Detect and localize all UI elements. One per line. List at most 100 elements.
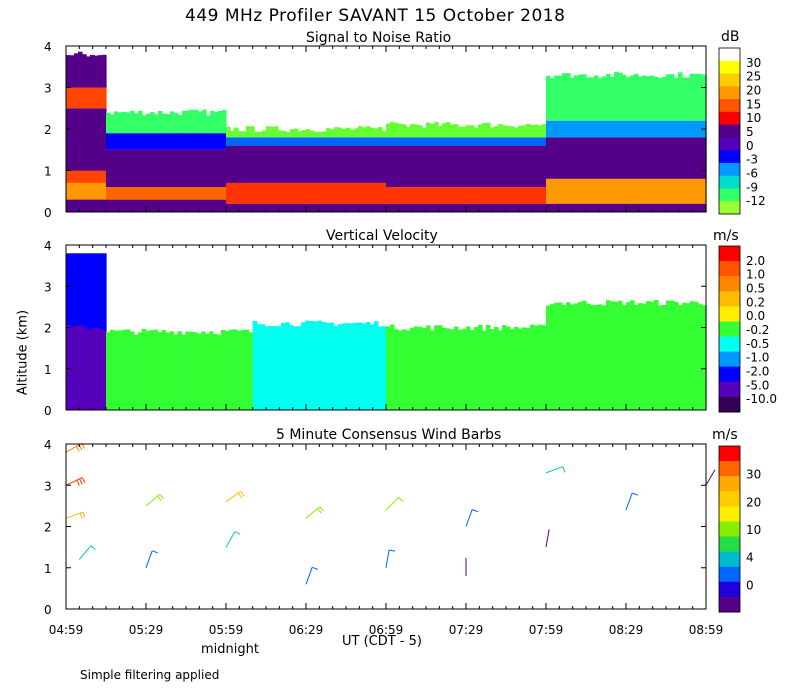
heatmap-cell	[642, 178, 647, 204]
heatmap-cell	[470, 137, 475, 146]
heatmap-cell	[574, 120, 579, 138]
heatmap-cell	[146, 149, 151, 188]
colorbar-swatch	[719, 73, 740, 87]
heatmap-cell	[470, 145, 475, 188]
heatmap-cell	[118, 149, 123, 188]
colorbar-swatch	[719, 461, 740, 477]
heatmap-cell	[276, 326, 282, 410]
heatmap-cell	[98, 87, 103, 109]
heatmap-cell	[674, 178, 679, 204]
colorbar-label: -12	[746, 194, 766, 208]
heatmap-cell	[414, 187, 419, 204]
heatmap-cell	[518, 125, 523, 138]
heatmap-cell	[185, 331, 190, 410]
heatmap-cell	[606, 178, 611, 204]
heatmap-cell	[586, 203, 591, 212]
wind-barb-flag	[79, 512, 83, 519]
heatmap-cell	[149, 330, 155, 410]
heatmap-cell	[418, 137, 423, 146]
heatmap-cell	[426, 203, 431, 212]
heatmap-cell	[322, 145, 327, 183]
y-tick-label: 4	[44, 438, 52, 452]
y-tick-label: 2	[44, 322, 52, 336]
heatmap-cell	[118, 199, 123, 212]
heatmap-cell	[626, 203, 631, 212]
heatmap-cell	[86, 199, 91, 212]
heatmap-cell	[574, 75, 579, 121]
heatmap-cell	[82, 87, 87, 109]
heatmap-cell	[329, 322, 334, 410]
heatmap-cell	[102, 87, 107, 109]
x-tick-label: 07:29	[449, 623, 484, 637]
heatmap-cell	[194, 149, 199, 188]
heatmap-cell	[250, 203, 255, 212]
heatmap-cell	[322, 203, 327, 212]
heatmap-cell	[598, 304, 603, 410]
heatmap-cell	[650, 137, 655, 179]
colorbar-label: 10	[746, 523, 761, 537]
y-tick-label: 3	[44, 479, 52, 493]
heatmap-cell	[154, 149, 159, 188]
heatmap-cell	[622, 305, 627, 410]
heatmap-cell	[178, 133, 183, 150]
colorbar-label: 0.0	[746, 309, 765, 323]
heatmap-cell	[274, 137, 279, 146]
heatmap-cell	[357, 322, 363, 410]
heatmap-cell	[658, 178, 663, 204]
heatmap-cell	[674, 137, 679, 179]
heatmap-cell	[210, 187, 215, 200]
heatmap-cell	[494, 126, 499, 138]
heatmap-cell	[582, 300, 587, 410]
heatmap-cell	[322, 131, 327, 138]
heatmap-cell	[654, 178, 659, 204]
heatmap-cell	[78, 51, 83, 88]
heatmap-cell	[198, 187, 203, 200]
heatmap-cell	[217, 334, 222, 410]
heatmap-cell	[326, 145, 331, 183]
x-tick-label: 06:59	[369, 623, 404, 637]
heatmap-cell	[534, 145, 539, 188]
panel1-title: Signal to Noise Ratio	[306, 30, 452, 46]
heatmap-cell	[262, 137, 267, 146]
heatmap-cell	[361, 323, 367, 410]
heatmap-cell	[102, 170, 107, 183]
heatmap-cell	[570, 304, 575, 410]
heatmap-cell	[566, 137, 571, 179]
heatmap-cell	[166, 133, 171, 150]
heatmap-cell	[258, 131, 263, 138]
heatmap-cell	[570, 77, 575, 121]
heatmap-cell	[550, 178, 555, 204]
heatmap-cell	[74, 53, 79, 88]
heatmap-cell	[166, 114, 171, 134]
colorbar-label: 0.5	[746, 282, 765, 296]
colorbar-swatch	[719, 306, 740, 322]
heatmap-cell	[574, 203, 579, 212]
heatmap-cell	[542, 325, 547, 410]
heatmap-cell	[318, 145, 323, 183]
heatmap-cell	[294, 128, 299, 138]
heatmap-cell	[570, 203, 575, 212]
heatmap-cell	[310, 182, 315, 204]
heatmap-cell	[502, 137, 507, 146]
heatmap-cell	[566, 73, 571, 121]
heatmap-cell	[346, 203, 351, 212]
heatmap-cell	[214, 199, 219, 212]
heatmap-cell	[438, 145, 443, 188]
heatmap-cell	[406, 126, 411, 138]
heatmap-cell	[262, 203, 267, 212]
heatmap-cell	[386, 123, 391, 138]
heatmap-cell	[302, 182, 307, 204]
panel2-profile-3	[386, 324, 547, 410]
colorbar-2	[718, 245, 741, 413]
heatmap-cell	[578, 178, 583, 204]
heatmap-cell	[274, 126, 279, 138]
heatmap-cell	[390, 203, 395, 212]
heatmap-cell	[373, 321, 379, 410]
heatmap-cell	[446, 137, 451, 146]
heatmap-cell	[630, 178, 635, 204]
y-tick-label: 2	[44, 521, 52, 535]
heatmap-cell	[606, 137, 611, 179]
heatmap-cell	[442, 203, 447, 212]
heatmap-cell	[126, 199, 131, 212]
heatmap-cell	[402, 124, 407, 138]
